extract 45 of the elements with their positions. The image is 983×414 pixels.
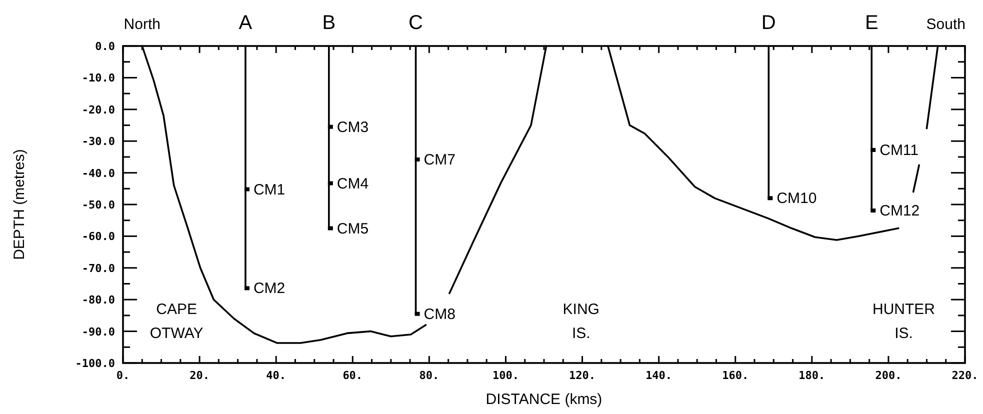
x-tick-label: 40. (266, 369, 286, 382)
x-tick-label: 220. (952, 369, 978, 382)
x-tick-label: 100. (492, 369, 519, 382)
x-axis-title: DISTANCE (kms) (486, 391, 602, 408)
y-axis-title: DEPTH (metres) (11, 149, 28, 260)
annotation: CM7 (424, 151, 456, 168)
annotation: CM4 (336, 175, 369, 192)
y-tick-label: -100.0 (75, 357, 115, 370)
y-tick-label: -70.0 (82, 262, 115, 275)
annotation: C (408, 12, 424, 34)
text: North (124, 16, 160, 33)
y-tick-label: -40.0 (82, 166, 115, 180)
text: South (926, 16, 966, 33)
annotation: KING IS. (562, 301, 600, 342)
y-tick-label: -80.0 (82, 294, 115, 307)
y-tick-label: -20.0 (82, 103, 115, 116)
y-tick-label: 0.0 (95, 40, 115, 53)
x-tick-label: 180. (798, 369, 826, 382)
x-tick-label: 0. (116, 369, 130, 382)
annotation: HUNTER IS. (872, 301, 936, 342)
x-tick-label: 60. (342, 369, 363, 382)
y-tick-label: -10.0 (82, 72, 115, 85)
annotation: CM8 (424, 306, 456, 323)
annotation: D (761, 12, 776, 34)
x-tick-label: 200. (875, 369, 902, 382)
annotation: CM12 (880, 202, 920, 220)
annotation: CM1 (253, 181, 286, 198)
x-tick-label: 120. (569, 369, 596, 382)
y-tick-label: -60.0 (82, 230, 115, 244)
annotation: CM2 (253, 280, 286, 298)
y-tick-label: -50.0 (82, 198, 115, 212)
y-tick-label: -30.0 (82, 135, 115, 148)
annotation: CM5 (336, 220, 369, 238)
x-tick-label: 20. (190, 369, 210, 382)
annotation: E (864, 12, 878, 34)
x-tick-label: 160. (722, 369, 749, 382)
annotation: CM3 (336, 118, 369, 136)
annotation: CAPE OTWAY (150, 301, 204, 342)
annotation: B (322, 12, 336, 34)
annotation: CM10 (776, 190, 817, 208)
annotation: CM11 (880, 142, 919, 159)
x-tick-label: 80. (419, 369, 440, 382)
annotation: A (238, 12, 253, 34)
y-tick-label: -90.0 (82, 325, 115, 338)
x-tick-label: 140. (646, 369, 672, 382)
